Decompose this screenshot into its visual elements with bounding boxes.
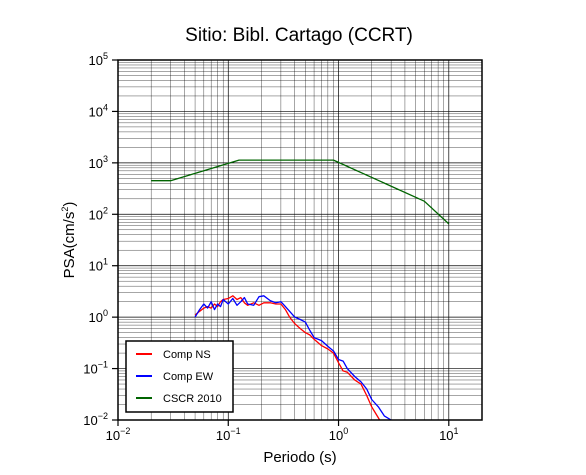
x-tick-label: 101 <box>439 426 458 443</box>
y-axis-label-close: ) <box>61 202 78 207</box>
series-line-comp-ew <box>194 295 392 420</box>
legend-items: Comp NS Comp EW CSCR 2010 <box>136 349 222 405</box>
series-line-cscr-2010 <box>151 159 450 225</box>
legend-label: Comp NS <box>163 349 211 361</box>
series-line-comp-ns <box>194 295 381 420</box>
legend: Comp NS Comp EW CSCR 2010 <box>125 340 234 413</box>
y-tick-label: 104 <box>89 102 108 119</box>
x-axis-label: Periodo (s) <box>263 449 336 466</box>
x-tick-label: 100 <box>329 426 348 443</box>
legend-label: CSCR 2010 <box>163 393 222 405</box>
x-tick-label: 10−2 <box>106 426 131 443</box>
y-tick-label: 100 <box>89 308 108 325</box>
plot-frame <box>117 59 483 421</box>
y-axis-label-exponent: 2 <box>60 207 70 212</box>
chart-title: Sitio: Bibl. Cartago (CCRT) <box>185 25 413 46</box>
series-layer <box>151 159 450 420</box>
y-axis-label: PSA(cm/s2) <box>60 202 78 279</box>
y-tick-label: 102 <box>89 205 108 222</box>
x-tick-label: 10−1 <box>216 426 241 443</box>
y-tick-label: 10−1 <box>83 360 108 377</box>
y-axis-label-base: PSA(cm/s <box>61 212 78 279</box>
y-tick-label: 10−2 <box>83 411 108 428</box>
y-tick-label: 101 <box>89 257 108 274</box>
legend-label: Comp EW <box>163 371 214 383</box>
x-axis-ticks: 10−2 10−1 100 101 <box>106 420 459 443</box>
y-axis-ticks: 10−2 10−1 100 101 102 103 104 105 <box>83 51 118 428</box>
y-tick-label: 103 <box>89 154 108 171</box>
y-tick-label: 105 <box>89 51 108 68</box>
